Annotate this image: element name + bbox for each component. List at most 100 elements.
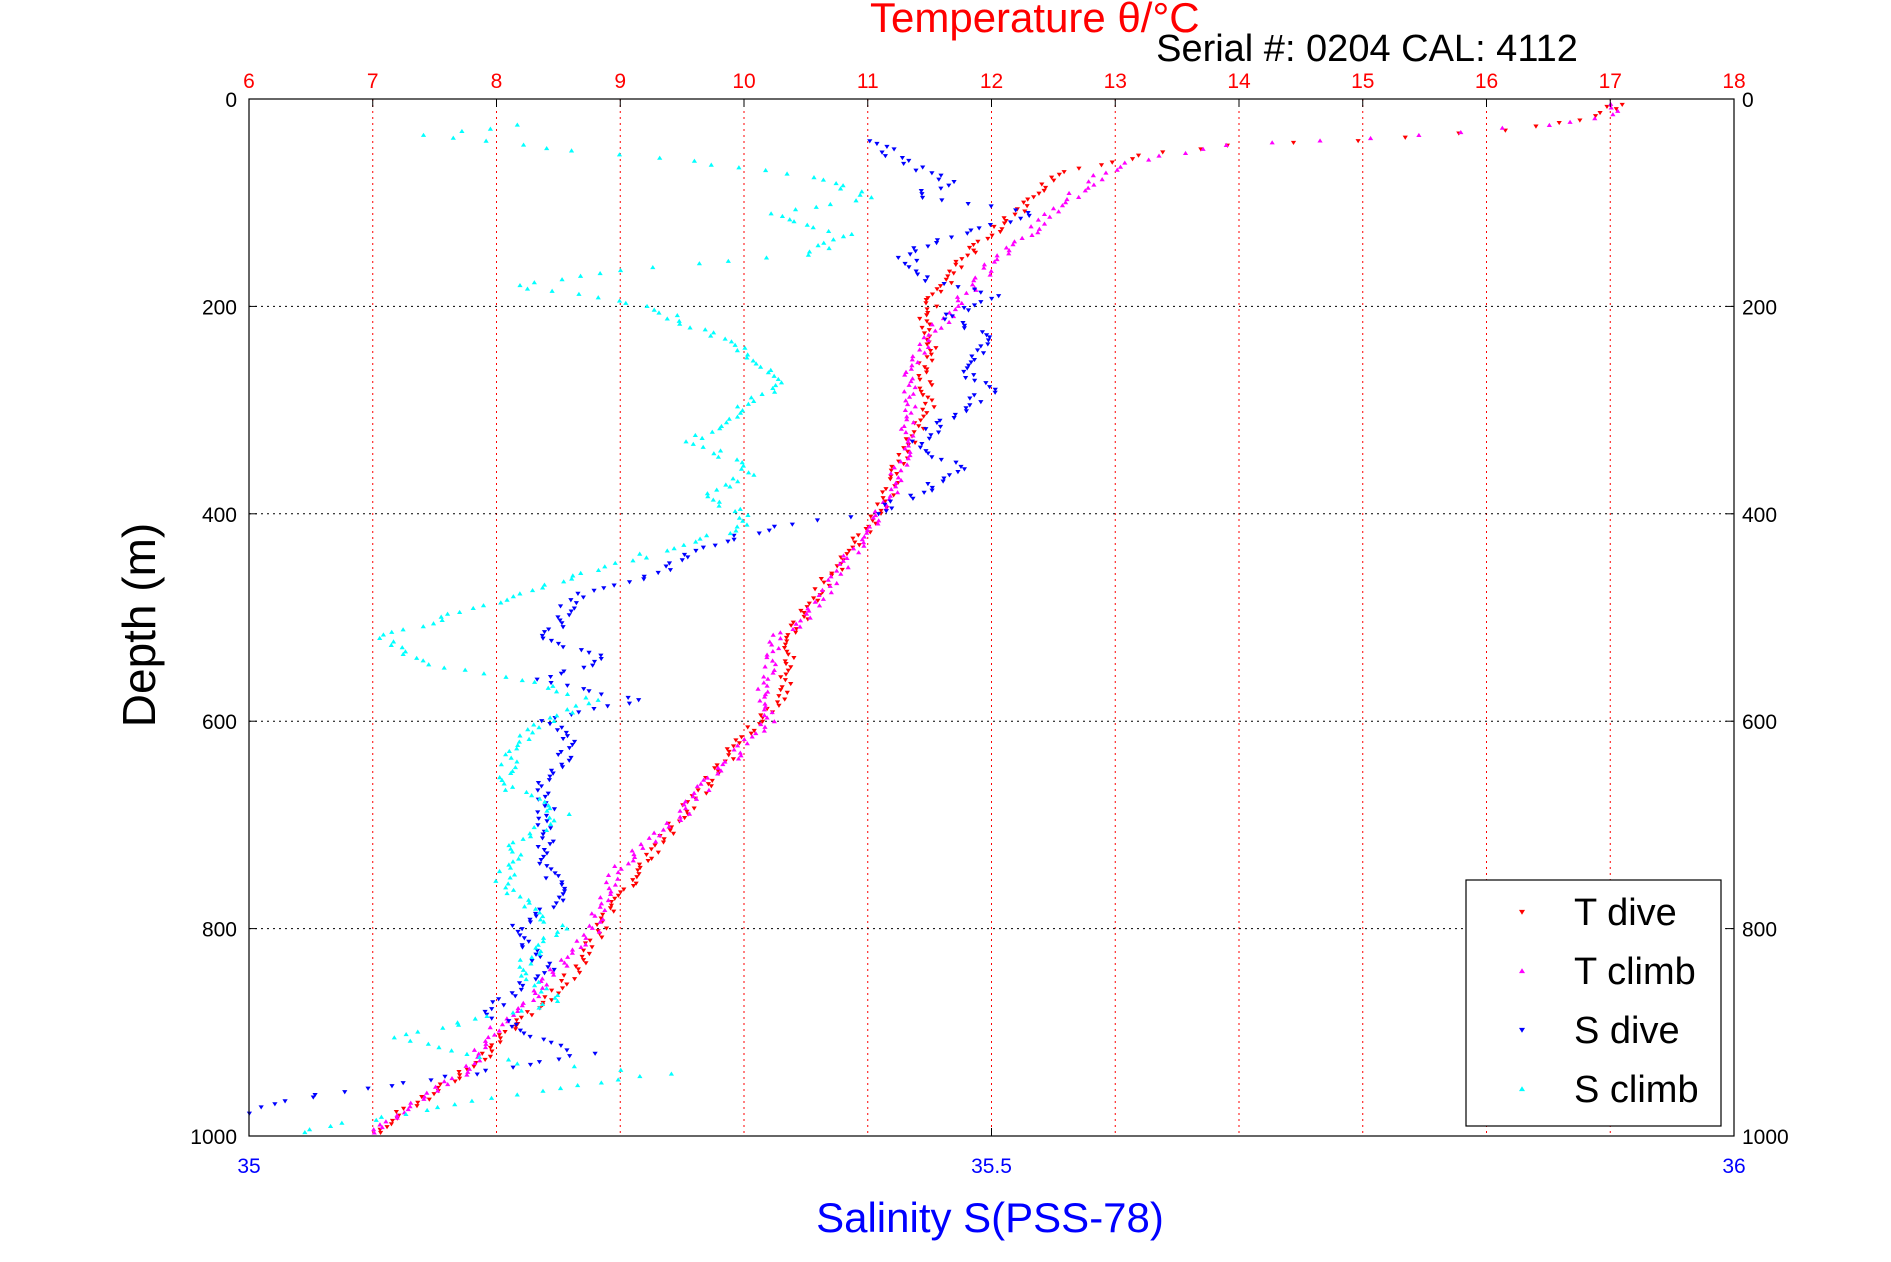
data-point bbox=[536, 1060, 543, 1065]
data-point bbox=[542, 794, 548, 800]
data-point bbox=[597, 270, 603, 276]
data-point bbox=[770, 385, 776, 390]
data-point bbox=[519, 677, 525, 683]
data-point bbox=[545, 791, 551, 796]
data-point bbox=[564, 1048, 570, 1053]
data-point bbox=[812, 599, 818, 604]
serial-subtitle: Serial #: 0204 CAL: 4112 bbox=[1156, 28, 1578, 70]
data-point bbox=[750, 358, 756, 363]
data-point bbox=[533, 945, 539, 950]
data-point bbox=[555, 992, 561, 998]
data-point bbox=[761, 707, 767, 712]
data-point bbox=[838, 571, 844, 576]
data-point bbox=[844, 555, 850, 561]
data-point bbox=[605, 872, 612, 878]
data-point bbox=[479, 1051, 485, 1056]
data-point bbox=[932, 328, 938, 333]
data-point bbox=[910, 433, 916, 438]
data-point bbox=[693, 548, 699, 554]
data-point bbox=[912, 440, 918, 445]
data-point bbox=[776, 645, 782, 651]
data-point bbox=[770, 632, 776, 637]
data-point bbox=[514, 746, 520, 751]
data-point bbox=[462, 667, 468, 672]
data-point bbox=[598, 916, 604, 921]
data-point bbox=[597, 895, 604, 900]
data-point bbox=[535, 788, 541, 793]
data-point bbox=[540, 1088, 546, 1093]
data-point bbox=[425, 1041, 431, 1046]
data-point bbox=[637, 551, 643, 556]
series-layer bbox=[246, 101, 1625, 1136]
data-point bbox=[633, 881, 639, 886]
data-point bbox=[663, 564, 669, 569]
data-point bbox=[384, 1125, 390, 1130]
data-point bbox=[482, 1038, 489, 1043]
data-point bbox=[994, 257, 1000, 262]
data-point bbox=[715, 771, 721, 776]
data-point bbox=[926, 332, 932, 337]
data-point bbox=[893, 484, 899, 489]
data-point bbox=[764, 652, 770, 657]
data-point bbox=[511, 1012, 517, 1017]
data-point bbox=[1041, 188, 1047, 193]
data-point bbox=[531, 824, 537, 830]
data-point bbox=[738, 753, 744, 758]
data-point bbox=[567, 1054, 573, 1059]
data-point bbox=[536, 816, 542, 821]
data-point bbox=[806, 601, 812, 606]
data-point bbox=[547, 842, 553, 847]
data-point bbox=[643, 555, 650, 560]
data-point bbox=[520, 1000, 526, 1005]
data-point bbox=[925, 482, 931, 487]
data-point bbox=[812, 587, 818, 592]
data-point bbox=[552, 871, 558, 876]
data-point bbox=[785, 652, 791, 657]
data-point bbox=[937, 424, 944, 430]
data-point bbox=[983, 381, 989, 386]
data-point bbox=[793, 630, 799, 635]
data-point bbox=[764, 683, 770, 688]
data-point bbox=[564, 963, 570, 968]
data-point bbox=[644, 303, 650, 309]
data-point bbox=[474, 1072, 480, 1077]
data-point bbox=[978, 344, 984, 349]
data-point bbox=[783, 661, 789, 667]
data-point bbox=[580, 958, 587, 963]
data-point bbox=[806, 608, 812, 613]
data-point bbox=[883, 505, 889, 510]
data-point bbox=[925, 310, 931, 316]
data-point bbox=[502, 1029, 508, 1035]
data-point bbox=[733, 528, 739, 533]
data-point bbox=[691, 158, 698, 163]
data-point bbox=[868, 195, 875, 200]
data-point bbox=[971, 358, 978, 363]
data-point bbox=[902, 407, 908, 412]
data-point bbox=[523, 789, 530, 794]
data-point bbox=[548, 638, 555, 644]
legend-box bbox=[1465, 879, 1722, 1127]
data-point bbox=[825, 577, 831, 582]
temperature-tick-label: 7 bbox=[367, 70, 379, 93]
data-point bbox=[489, 1007, 495, 1012]
data-point bbox=[966, 245, 973, 251]
temperature-tick-label: 18 bbox=[1722, 70, 1745, 93]
data-point bbox=[1146, 157, 1152, 162]
data-point bbox=[541, 971, 548, 976]
data-point bbox=[925, 344, 932, 349]
data-point bbox=[856, 543, 862, 548]
data-point bbox=[521, 1031, 527, 1036]
data-point bbox=[435, 1088, 441, 1093]
data-point bbox=[531, 722, 537, 727]
data-point bbox=[1025, 197, 1031, 202]
data-point bbox=[441, 1079, 447, 1084]
data-point bbox=[537, 907, 543, 912]
data-point bbox=[924, 319, 930, 324]
data-point bbox=[989, 233, 995, 238]
data-point bbox=[734, 743, 741, 748]
data-point bbox=[520, 836, 526, 841]
data-point bbox=[765, 689, 771, 694]
data-point bbox=[616, 298, 623, 303]
data-point bbox=[595, 567, 602, 573]
data-point bbox=[515, 929, 521, 935]
